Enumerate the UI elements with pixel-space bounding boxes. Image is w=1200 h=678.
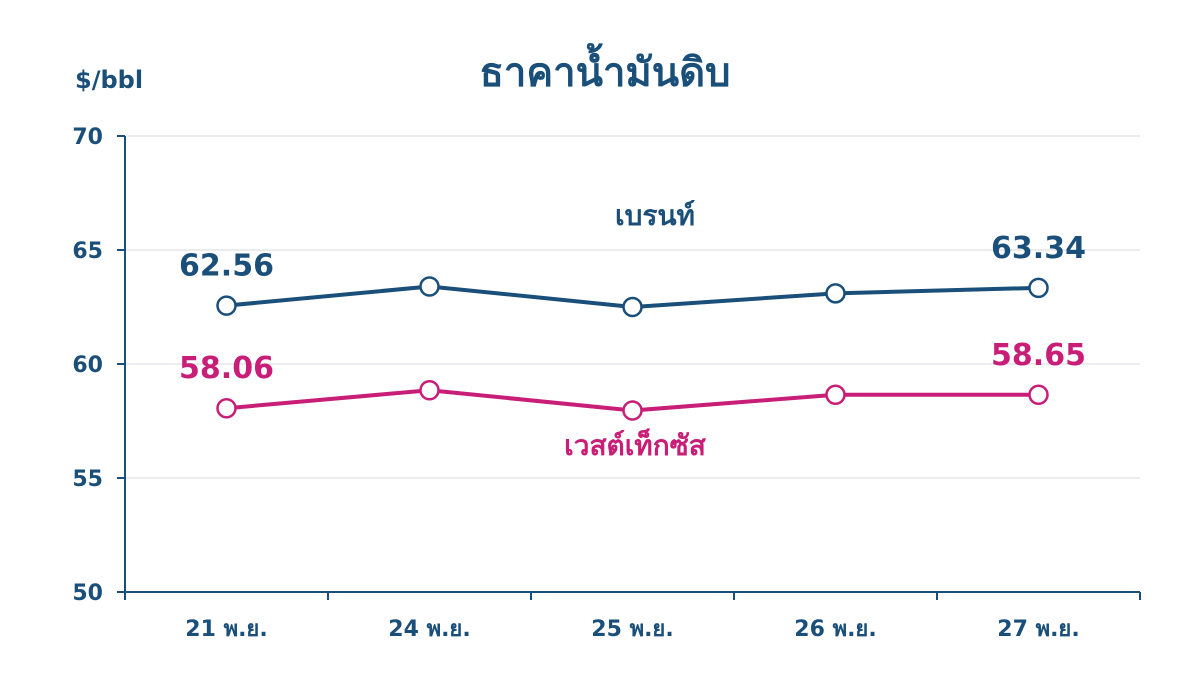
y-tick-label: 55 — [72, 467, 103, 492]
chart-title: ธาคาน้ำมันดิบ — [480, 43, 731, 96]
y-tick-label: 50 — [72, 581, 103, 606]
grid-lines — [125, 135, 1140, 479]
data-point — [825, 283, 846, 304]
data-point — [825, 384, 846, 406]
data-point — [419, 276, 440, 297]
series: 62.56 63.34 58.06 58.65 — [179, 231, 1086, 421]
data-point — [216, 397, 237, 419]
data-label: 62.56 — [179, 249, 274, 284]
data-point — [1028, 384, 1049, 406]
x-tick-label: 25 พ.ย. — [591, 617, 673, 642]
data-point — [419, 379, 440, 401]
y-tick-label: 65 — [72, 239, 103, 264]
x-tick-label: 24 พ.ย. — [388, 617, 470, 642]
y-axis-unit: $/bbl — [75, 66, 143, 94]
x-tick-label: 26 พ.ย. — [794, 617, 876, 642]
series-label-brent: เบรนท์ — [615, 199, 695, 232]
data-point — [622, 296, 643, 318]
data-label: 58.06 — [179, 351, 274, 386]
series-label-wti: เวสต์เท็กซัส — [564, 428, 707, 462]
y-ticks: 50 55 60 65 70 — [72, 125, 125, 606]
x-tick-label: 21 พ.ย. — [185, 617, 267, 642]
y-tick-label: 70 — [72, 125, 103, 150]
data-label: 58.65 — [991, 338, 1086, 373]
y-tick-label: 60 — [72, 353, 103, 378]
data-point — [216, 295, 237, 316]
x-ticks: 21 พ.ย. 24 พ.ย. 25 พ.ย. 26 พ.ย. 27 พ.ย. — [124, 592, 1141, 642]
x-tick-label: 27 พ.ย. — [997, 617, 1079, 642]
data-point — [1028, 277, 1049, 299]
data-label: 63.34 — [991, 231, 1086, 266]
data-point — [622, 400, 643, 421]
